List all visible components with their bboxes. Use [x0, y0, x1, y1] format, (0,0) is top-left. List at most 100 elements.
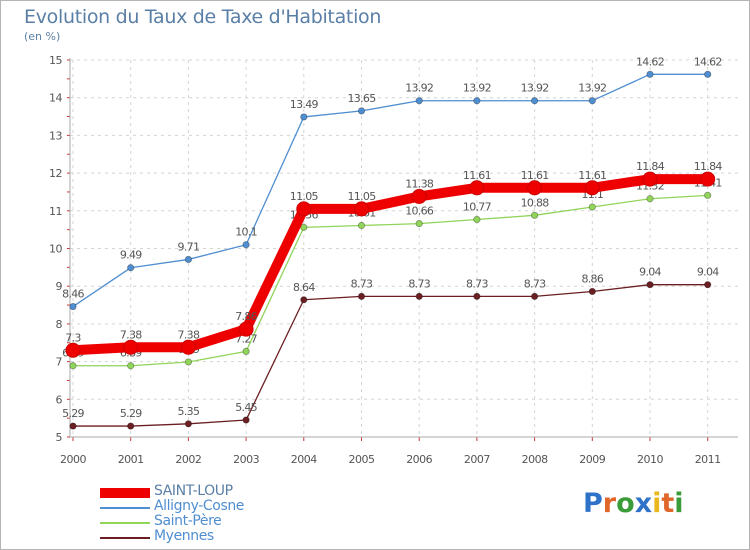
y-tick-label: 11 — [49, 205, 62, 218]
data-point — [242, 347, 250, 356]
x-tick-label: 2006 — [406, 453, 432, 466]
legend-label: Myennes — [154, 528, 214, 544]
data-label: 13.92 — [405, 82, 433, 95]
logo-letter: i — [674, 488, 684, 519]
data-point — [65, 342, 81, 358]
legend-swatch — [100, 507, 150, 509]
data-label: 10.88 — [521, 196, 550, 209]
data-label: 5.45 — [235, 401, 257, 414]
data-label: 9.04 — [697, 266, 719, 279]
logo-letter: r — [602, 488, 617, 519]
data-point — [646, 70, 654, 78]
data-label: 8.73 — [466, 277, 488, 290]
data-label: 11.84 — [694, 160, 723, 173]
data-label: 11.05 — [290, 190, 319, 203]
data-label: 8.73 — [351, 277, 373, 290]
y-tick-label: 8 — [56, 318, 63, 331]
x-tick-label: 2000 — [60, 453, 86, 466]
series-line — [72, 194, 709, 367]
data-label: 7.38 — [120, 328, 142, 341]
data-point — [588, 203, 596, 211]
y-tick-label: 7 — [56, 356, 63, 369]
data-point — [527, 180, 543, 196]
data-point — [184, 255, 192, 264]
data-label: 13.92 — [578, 82, 606, 95]
data-point — [357, 107, 366, 115]
data-point — [300, 296, 308, 304]
logo-letter: P — [583, 488, 603, 519]
data-point — [354, 201, 369, 217]
data-point — [123, 339, 139, 355]
data-label: 10.66 — [405, 205, 434, 218]
chart-title: Evolution du Taux de Taxe d'Habitation — [24, 6, 382, 28]
data-label: 11.61 — [578, 169, 606, 182]
data-label: 11.38 — [405, 177, 434, 190]
x-tick-label: 2002 — [175, 453, 201, 466]
data-point — [127, 362, 135, 370]
data-point — [242, 241, 250, 249]
legend-label: Alligny-Cosne — [154, 498, 245, 514]
data-point — [473, 97, 481, 105]
data-label: 11.05 — [348, 190, 377, 203]
data-label: 8.46 — [62, 288, 84, 301]
data-point — [357, 292, 366, 300]
x-tick-label: 2011 — [695, 453, 721, 466]
data-point — [704, 281, 712, 289]
y-tick-label: 10 — [49, 243, 62, 256]
data-point — [238, 321, 254, 337]
data-point — [646, 281, 654, 289]
data-point — [588, 97, 596, 105]
data-label: 8.73 — [408, 277, 430, 290]
data-label: 9.49 — [120, 249, 142, 262]
data-point — [300, 113, 308, 121]
data-point — [180, 339, 196, 355]
data-point — [473, 215, 481, 224]
legend-swatch — [100, 522, 150, 524]
proxiti-logo: Proxiti — [583, 488, 684, 519]
data-label: 5.29 — [62, 407, 84, 420]
data-point — [69, 362, 77, 370]
data-label: 13.65 — [348, 92, 377, 105]
data-point — [530, 292, 539, 300]
data-point — [415, 220, 423, 228]
x-tick-label: 2004 — [291, 453, 317, 466]
data-label: 9.71 — [178, 240, 200, 253]
data-point — [469, 180, 485, 196]
series-line — [68, 174, 713, 356]
data-point — [646, 195, 654, 203]
x-tick-label: 2009 — [579, 453, 605, 466]
logo-letter: t — [661, 488, 675, 519]
y-tick-label: 9 — [56, 280, 63, 293]
data-point — [69, 302, 77, 311]
data-point — [584, 180, 600, 196]
data-point — [700, 171, 716, 187]
data-label: 14.62 — [636, 55, 664, 68]
data-point — [69, 422, 77, 430]
x-tick-label: 2007 — [464, 453, 490, 466]
data-point — [357, 221, 366, 230]
x-tick-label: 2003 — [233, 453, 259, 466]
data-label: 14.62 — [694, 55, 722, 68]
logo-letter: i — [652, 488, 662, 519]
legend-label: SAINT-LOUP — [154, 483, 233, 499]
x-tick-label: 2010 — [637, 453, 663, 466]
data-label: 5.35 — [178, 405, 200, 418]
data-label: 10.77 — [463, 200, 492, 213]
data-label: 13.49 — [290, 98, 319, 111]
y-tick-label: 13 — [49, 129, 62, 142]
data-label: 9.04 — [639, 266, 661, 279]
x-tick-label: 2001 — [118, 453, 144, 466]
legend-swatch — [100, 488, 150, 498]
data-label: 11.61 — [521, 169, 549, 182]
chart-subtitle: (en %) — [24, 30, 61, 43]
data-point — [242, 416, 250, 424]
series-line — [72, 284, 709, 427]
data-label: 13.92 — [521, 82, 549, 95]
data-point — [588, 287, 596, 296]
logo-letter: o — [616, 488, 635, 519]
data-point — [473, 292, 481, 300]
legend-swatch — [100, 537, 150, 539]
data-label: 7.3 — [65, 331, 81, 344]
data-point — [415, 292, 423, 300]
